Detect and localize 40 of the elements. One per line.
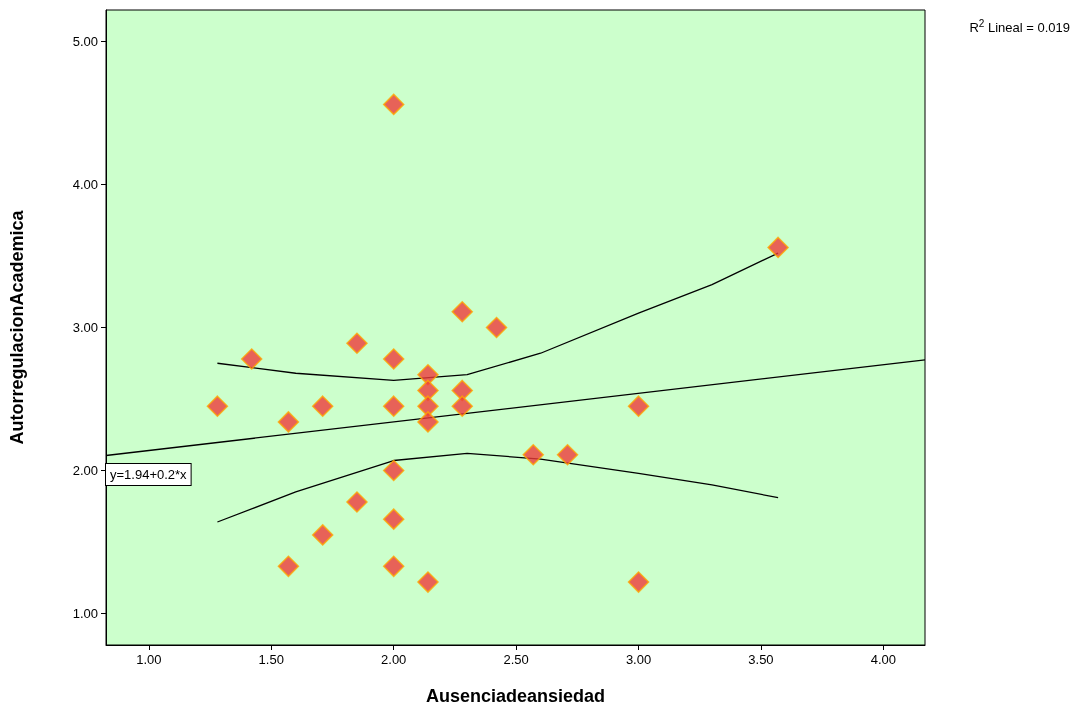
point (451, 301, 473, 323)
x-tick-label: 2.00 (381, 652, 407, 667)
y-tick-label: 4.00 (72, 176, 98, 192)
y-axis-title: AutorregulacionAcademica (7, 209, 27, 445)
point (382, 508, 405, 530)
point (206, 395, 229, 417)
point (346, 332, 368, 354)
y-tick-label: 1.00 (72, 606, 98, 622)
point (417, 411, 439, 433)
point (417, 395, 439, 417)
point (485, 316, 508, 339)
point (277, 411, 300, 433)
point (277, 555, 300, 578)
x-tick-label: 1.50 (258, 652, 284, 667)
y-tick-label: 3.00 (72, 320, 98, 335)
point (627, 571, 650, 593)
point (311, 395, 334, 417)
point (382, 93, 405, 116)
x-tick-label: 2.50 (503, 652, 529, 667)
point (382, 555, 405, 578)
point (311, 524, 334, 546)
point (556, 444, 579, 466)
point (417, 571, 439, 593)
y-tick-label: 5.00 (72, 33, 98, 49)
x-tick-label: 3.50 (748, 652, 774, 667)
point (382, 348, 405, 370)
y-tick-label: 2.00 (72, 463, 98, 479)
point (767, 236, 789, 259)
x-tick-label: 1.00 (136, 652, 162, 667)
point (240, 348, 263, 370)
x-tick-label: 4.00 (870, 652, 897, 667)
x-axis-title: Ausenciadeansiedad (425, 686, 606, 706)
point (451, 395, 473, 417)
x-tick-label: 3.00 (625, 652, 652, 667)
annotation: y=1.94+0.2*x (110, 467, 188, 482)
point (346, 491, 368, 513)
point (627, 395, 650, 417)
point (522, 444, 544, 466)
point (382, 395, 405, 417)
point (382, 459, 405, 482)
